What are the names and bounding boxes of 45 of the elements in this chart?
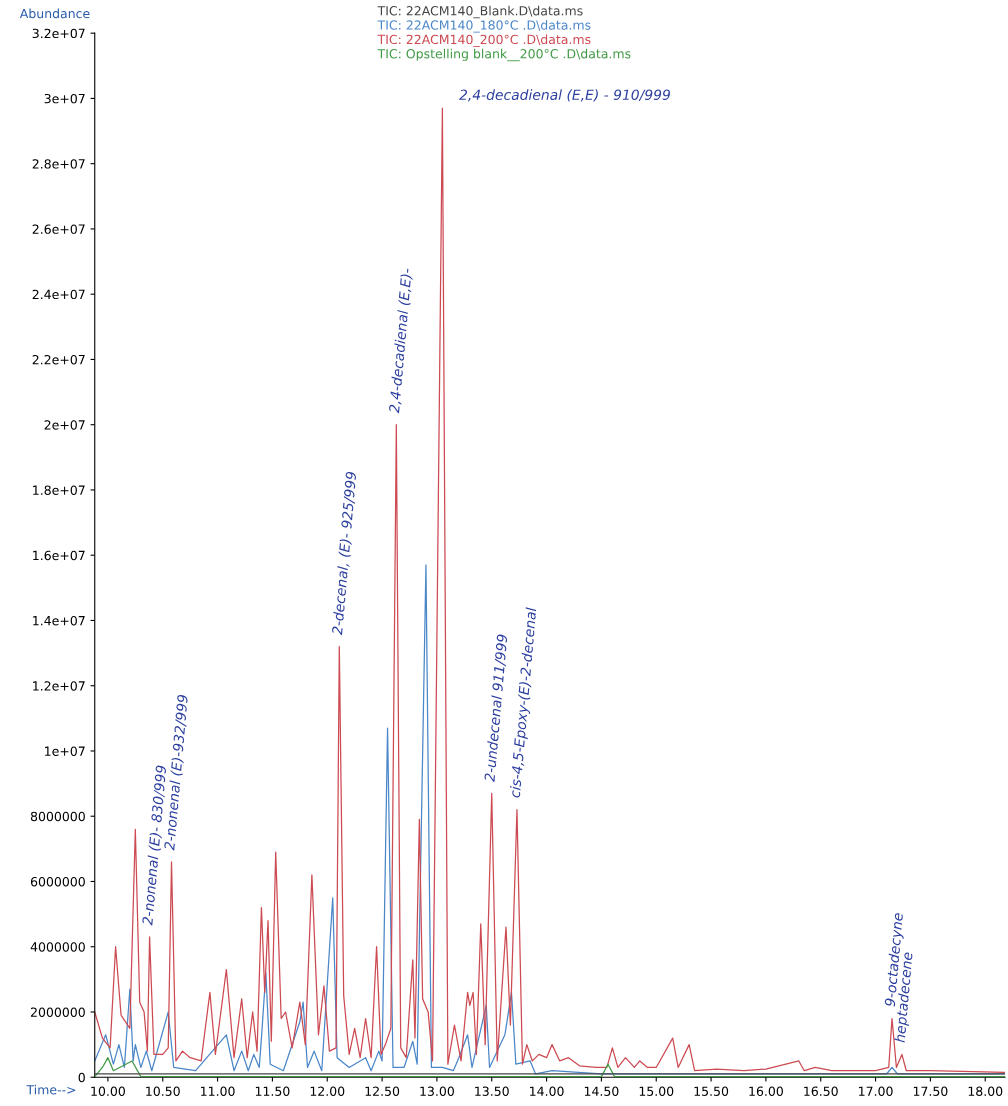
x-tick-label: 12.50 bbox=[365, 1086, 400, 1096]
x-tick-label: 13.00 bbox=[420, 1086, 454, 1096]
x-tick-label: 11.00 bbox=[201, 1086, 235, 1096]
x-tick-label: 10.00 bbox=[91, 1086, 125, 1096]
y-axis-title: Abundance bbox=[19, 8, 90, 19]
x-tick-label: 12.00 bbox=[310, 1086, 345, 1096]
y-tick-label: 2.6e+07 bbox=[32, 224, 85, 234]
x-tick-label: 15.00 bbox=[639, 1086, 674, 1096]
annotation: 2-decenal, (E)- 925/999 bbox=[331, 471, 359, 636]
y-tick-label: 2.8e+07 bbox=[32, 159, 85, 169]
x-tick-label: 18.00 bbox=[968, 1086, 1003, 1096]
x-tick-label: 16.00 bbox=[749, 1086, 783, 1096]
y-tick-label: 2000000 bbox=[30, 1007, 85, 1017]
text: TIC: 22ACM140_180°C .D\data.ms bbox=[377, 20, 591, 33]
y-tick-label: 1.8e+07 bbox=[33, 485, 85, 495]
line-series bbox=[94, 107, 1005, 1073]
x-tick-label: 10.50 bbox=[146, 1086, 180, 1096]
x-tick-label: 14.00 bbox=[530, 1086, 564, 1096]
y-tick-label: 2.4e+07 bbox=[32, 289, 85, 300]
y-tick-label: 4000000 bbox=[30, 942, 85, 952]
y-tick-label: 1.6e+07 bbox=[33, 550, 85, 561]
text: TIC: Opstelling blank__200°C .D\data.ms bbox=[377, 48, 631, 62]
annotation: 2,4-decadienal (E,E)- bbox=[388, 268, 414, 414]
x-axis-title: Time--> bbox=[26, 1084, 76, 1095]
x-tick-label: 17.00 bbox=[859, 1086, 893, 1096]
y-tick-label: 1.4e+07 bbox=[33, 615, 85, 626]
text: TIC: 22ACM140_Blank.D\data.ms bbox=[377, 5, 583, 19]
x-tick-label: 16.50 bbox=[804, 1086, 838, 1096]
y-tick-label: 8000000 bbox=[30, 811, 85, 822]
annotation: 2-undecenal 911/999 bbox=[483, 634, 509, 783]
y-tick-label: 2e+07 bbox=[44, 420, 85, 430]
y-tick-label: 3e+07 bbox=[44, 93, 85, 104]
y-tick-label: 3.2e+07 bbox=[32, 28, 85, 39]
x-tick-label: 17.50 bbox=[913, 1086, 948, 1096]
y-tick-label: 0 bbox=[78, 1072, 85, 1083]
y-tick-label: 1.2e+07 bbox=[33, 681, 85, 691]
y-tick-label: 6000000 bbox=[30, 876, 85, 887]
x-tick-label: 14.50 bbox=[584, 1086, 619, 1096]
y-tick-label: 2.2e+07 bbox=[32, 354, 85, 365]
x-tick-label: 15.50 bbox=[694, 1086, 729, 1096]
x-tick-label: 11.50 bbox=[255, 1086, 290, 1096]
annotation: 2,4-decadienal (E,E) - 910/999 bbox=[459, 89, 670, 102]
y-tick-label: 1e+07 bbox=[45, 746, 85, 756]
text: TIC: 22ACM140_200°C .D\data.ms bbox=[377, 34, 591, 47]
x-tick-label: 13.50 bbox=[475, 1086, 509, 1096]
